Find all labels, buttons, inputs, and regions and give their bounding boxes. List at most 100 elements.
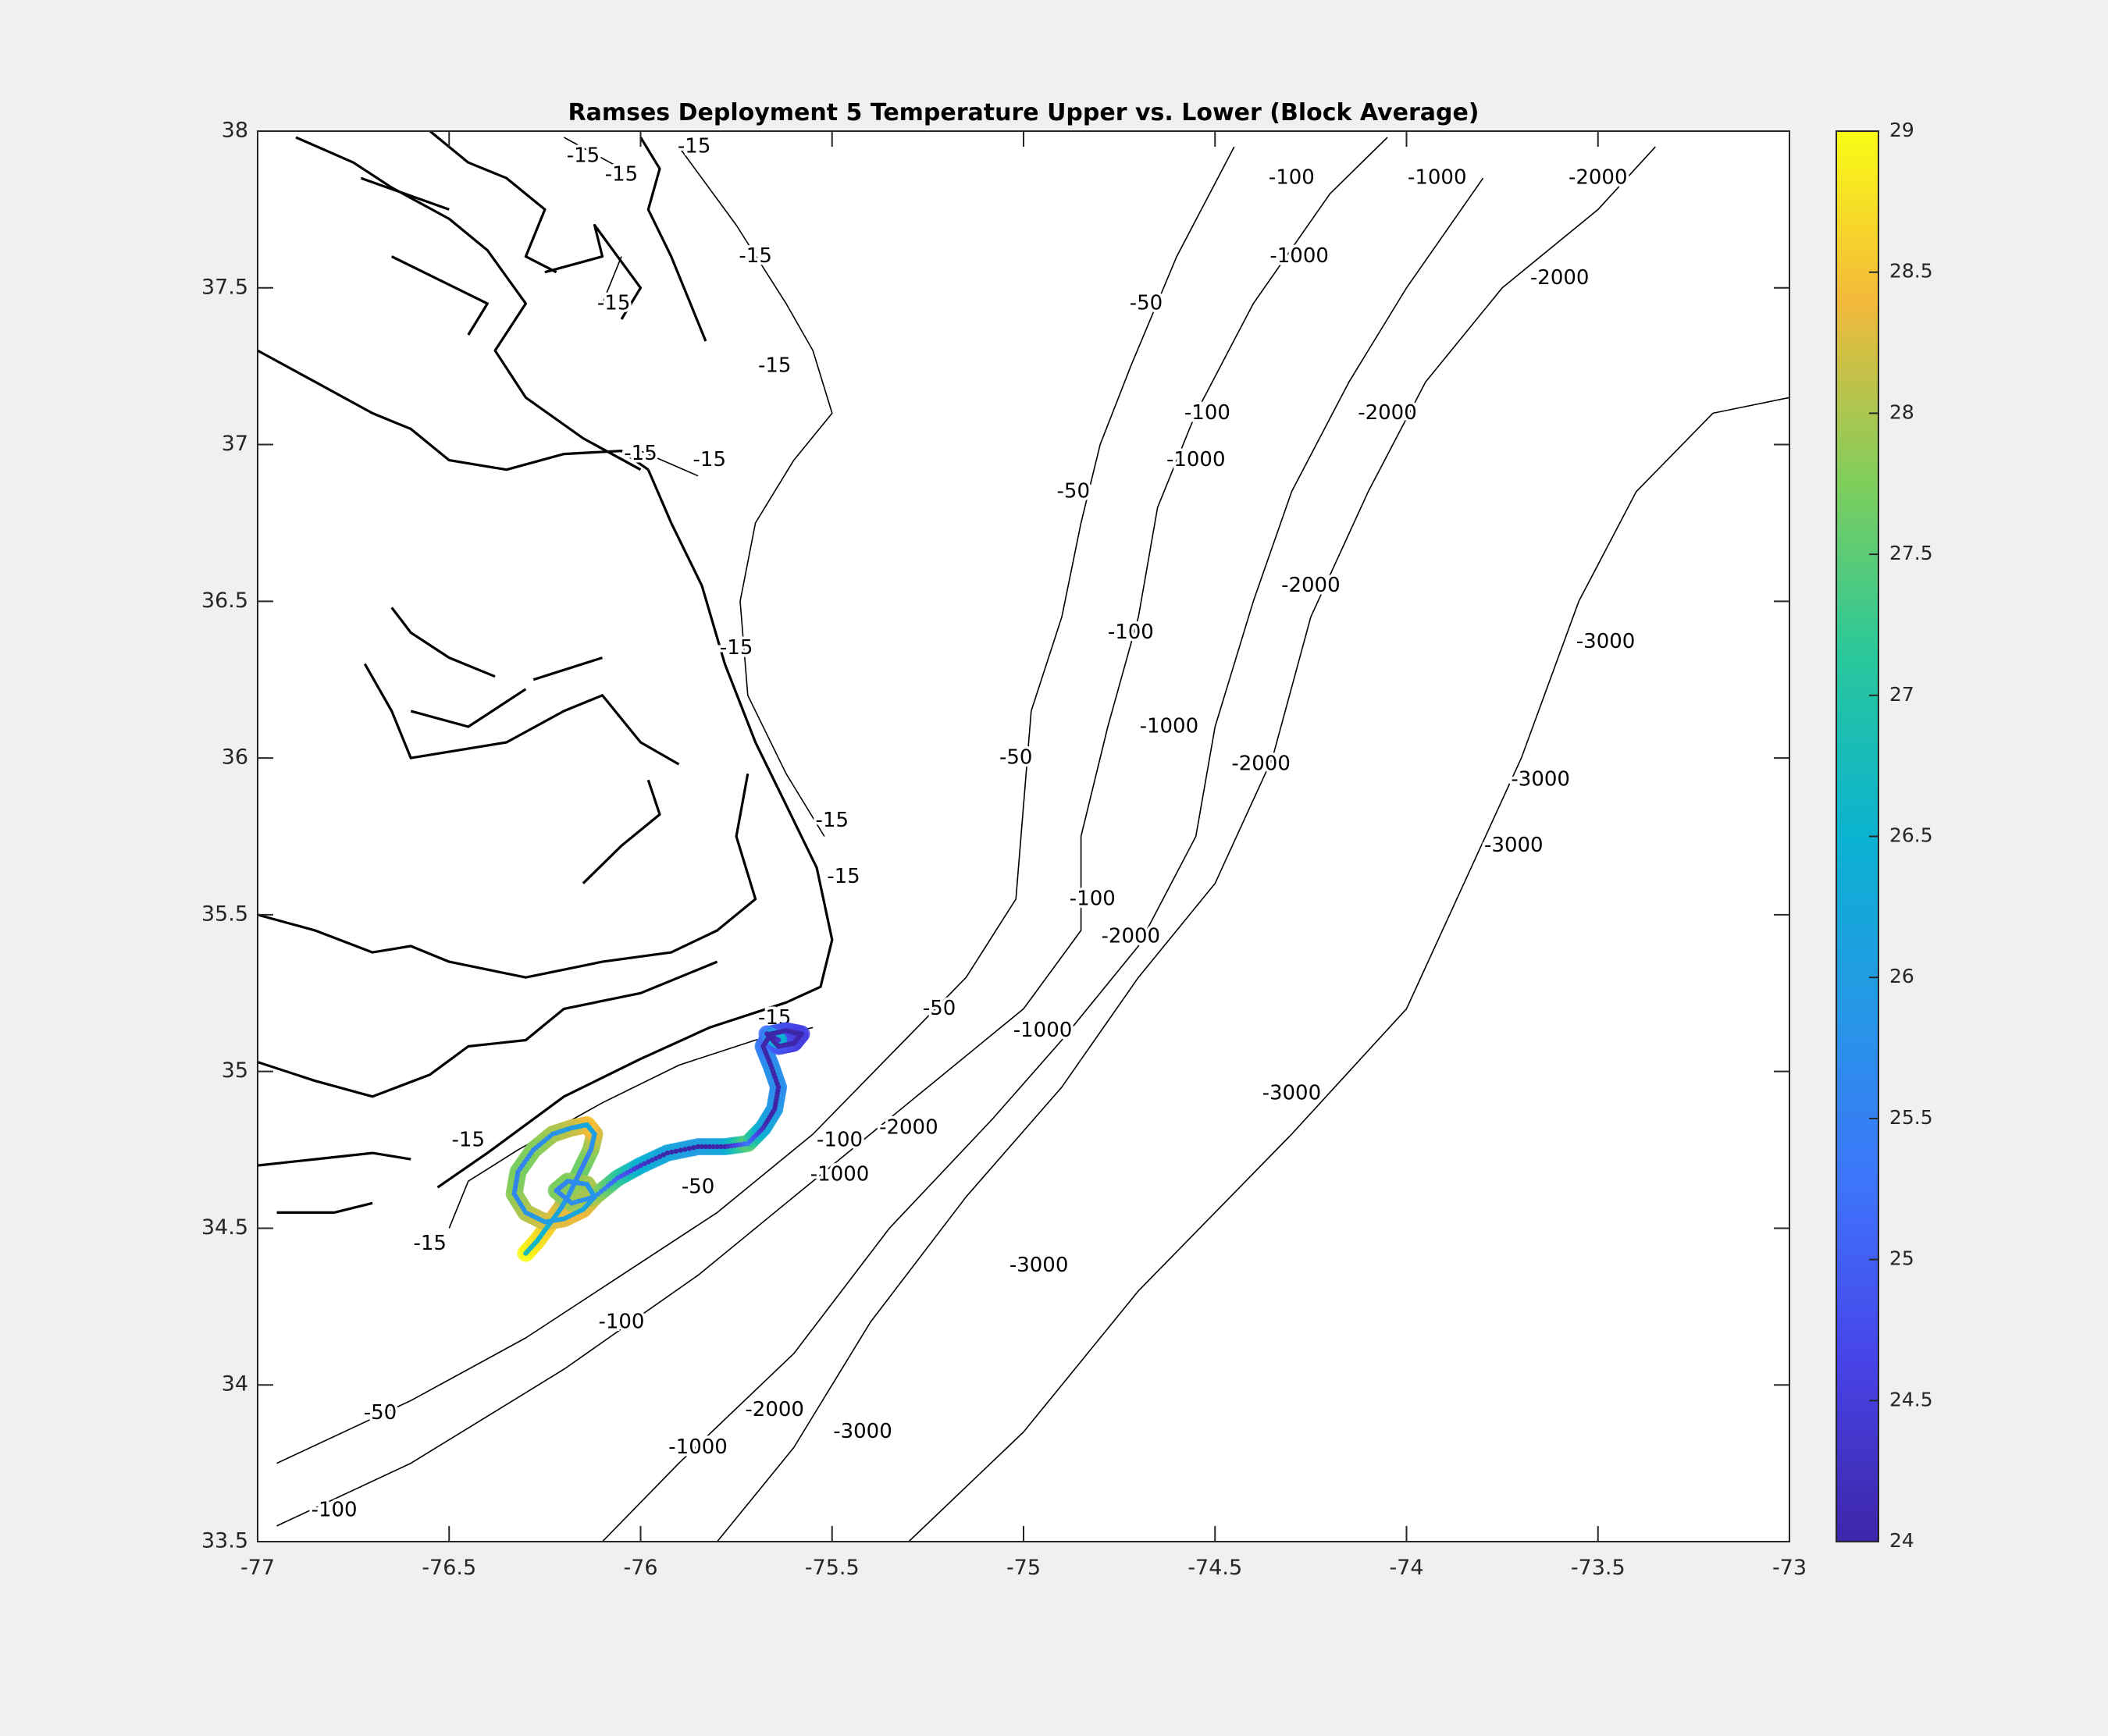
x-tick-label: -75.5: [805, 1556, 860, 1580]
colorbar-tick-label: 29: [1889, 119, 1914, 141]
contour-line-9: [908, 397, 1789, 1542]
contour-label-0-0: -15: [452, 1129, 485, 1152]
track-point-lower: [653, 1155, 659, 1161]
contour-line-2: [564, 137, 622, 169]
contour-label-6-0: -100: [312, 1498, 358, 1521]
contour-label-9-2: -3000: [1262, 1081, 1322, 1105]
colorbar-tick-label: 28: [1889, 400, 1914, 423]
colorbar-tick-label: 24: [1889, 1529, 1914, 1552]
contour-label-7-5: -1000: [1269, 244, 1329, 268]
contour-label-6-6: -100: [1269, 166, 1315, 190]
track-point-lower: [695, 1144, 701, 1150]
contour-label-4-0: -15: [624, 442, 657, 465]
colorbar-axis: 24 24.5 25 25.5 26 26.5 27 27.5 28 28.5 29: [1869, 119, 1933, 1552]
y-axis: 33.5 34 34.5 35 35.5 36 36.5 37 37.5 38: [201, 119, 1789, 1553]
coastline-5: [544, 223, 643, 320]
y-tick-label: 36: [222, 745, 248, 770]
axes-background: [258, 131, 1789, 1542]
track-point-lower: [673, 1148, 679, 1154]
colorbar-tick-label: 25.5: [1889, 1106, 1933, 1129]
track-point-lower: [592, 1194, 597, 1200]
coastline-2: [258, 349, 650, 471]
track-point-lower: [642, 1161, 647, 1167]
coastline-13: [582, 779, 661, 884]
contour-label-8-7: -2000: [1569, 166, 1628, 190]
contour-label-5-0: -50: [364, 1401, 397, 1425]
track-point-lower: [699, 1144, 705, 1150]
colorbar-tick-label: 24.5: [1889, 1388, 1933, 1410]
coastline-14: [258, 1151, 411, 1167]
contour-label-1-0: -15: [739, 244, 771, 268]
contour-label-7-2: -1000: [1013, 1019, 1073, 1042]
coastline-3: [436, 469, 834, 1189]
contour-line-7: [601, 177, 1484, 1542]
contour-label-8-3: -2000: [1231, 752, 1291, 776]
y-tick-label: 36.5: [201, 589, 248, 613]
contour-label-5-2: -50: [923, 997, 956, 1020]
x-tick-label: -73: [1772, 1556, 1807, 1580]
contour-label-8-4: -2000: [1281, 574, 1341, 597]
contour-line-6: [276, 137, 1388, 1527]
track-point-lower: [775, 1037, 782, 1043]
contour-label-6-4: -100: [1108, 621, 1154, 644]
contour-label-8-0: -2000: [745, 1398, 804, 1421]
track-point-lower: [638, 1162, 643, 1169]
track-point-lower: [703, 1144, 709, 1150]
contour-label-5-1: -50: [682, 1176, 714, 1199]
contour-line-8: [716, 146, 1656, 1542]
y-tick-label: 35: [222, 1058, 248, 1083]
coastline-15: [390, 607, 496, 678]
track-point-lower: [657, 1154, 663, 1159]
track-point-lower: [710, 1144, 716, 1150]
track-point-lower: [691, 1145, 696, 1151]
track-point-lower: [608, 1180, 614, 1186]
coastline-9: [410, 688, 527, 728]
track-point-lower: [678, 1147, 683, 1153]
colorbar-tick-label: 28.5: [1889, 260, 1933, 283]
contour-label-6-1: -100: [598, 1310, 644, 1333]
y-tick-label: 34: [222, 1372, 248, 1396]
x-tick-label: -75: [1006, 1556, 1041, 1580]
contour-label-2-1: -15: [605, 163, 638, 187]
x-axis: -77 -76.5 -76 -75.5 -75 -74.5 -74 -73.5 -73: [240, 131, 1807, 1580]
track-point-lower: [650, 1158, 655, 1163]
contour-layer: -15-15-15-15-15-15-15-15-15-15-15-15-15-…: [276, 132, 1789, 1542]
contour-label-8-2: -2000: [1102, 924, 1161, 948]
track-point-lower: [718, 1144, 724, 1150]
track-point-lower: [598, 1189, 604, 1194]
contour-label-0-1: -15: [413, 1232, 446, 1255]
colorbar-tick-label: 27.5: [1889, 542, 1933, 564]
contour-label-9-5: -3000: [1511, 768, 1570, 792]
x-tick-label: -73.5: [1571, 1556, 1626, 1580]
track-point-lower: [661, 1152, 667, 1158]
track-point-lower: [664, 1150, 670, 1156]
contour-label-5-3: -50: [999, 746, 1032, 770]
chart-title: Ramses Deployment 5 Temperature Upper vs…: [568, 99, 1479, 126]
contour-label-9-1: -3000: [1009, 1254, 1069, 1277]
contour-label-2-2: -15: [678, 135, 710, 158]
y-tick-label: 34.5: [201, 1215, 248, 1240]
contour-label-8-1: -2000: [879, 1115, 938, 1139]
colorbar-tick-label: 25: [1889, 1247, 1914, 1270]
coastline-12: [258, 960, 718, 1098]
track-point-lower: [714, 1144, 720, 1150]
y-tick-label: 35.5: [201, 902, 248, 926]
contour-label-8-6: -2000: [1530, 266, 1590, 290]
track-point-lower: [669, 1149, 675, 1155]
contour-line-0: [448, 1026, 814, 1229]
coastline-8: [363, 663, 680, 766]
contour-line-4: [640, 450, 699, 477]
contour-label-5-5: -50: [1130, 291, 1163, 315]
contour-label-7-3: -1000: [1140, 714, 1199, 738]
contour-label-1-5: -15: [827, 865, 860, 888]
contour-label-9-3: -3000: [1484, 834, 1544, 857]
coastline-1: [429, 131, 557, 274]
contour-label-3-0: -15: [597, 291, 630, 315]
track-point-lower: [707, 1144, 712, 1150]
y-tick-label: 33.5: [201, 1529, 248, 1553]
contour-line-1: [678, 146, 833, 837]
glider-track-layer: [505, 1022, 810, 1262]
x-tick-label: -76.5: [422, 1556, 476, 1580]
